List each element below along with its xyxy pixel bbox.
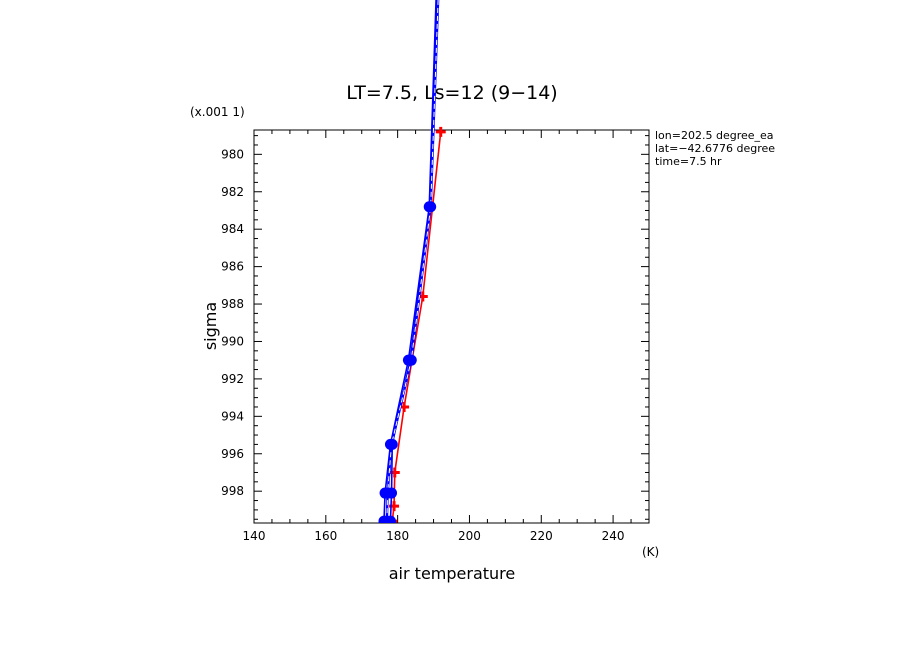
- y-axis-ticks: 980 982 984 986 988 990 992 994 996 998: [221, 135, 649, 520]
- plot-frame: [253, 129, 650, 524]
- data-point: [386, 438, 398, 450]
- y-scale-note: (x.001 1): [190, 105, 245, 119]
- x-tick-label: 200: [458, 529, 481, 543]
- series-line: [386, 0, 439, 522]
- x-tick-label: 240: [602, 529, 625, 543]
- x-tick-label: 160: [314, 529, 337, 543]
- data-point: [425, 201, 437, 213]
- y-tick-label: 982: [221, 185, 244, 199]
- x-tick-label: 220: [530, 529, 553, 543]
- annotation-lat: lat=−42.6776 degree: [655, 142, 775, 155]
- data-point: [382, 487, 394, 499]
- x-axis-label: air temperature: [389, 564, 515, 583]
- series-3: [381, 0, 440, 523]
- x-axis-ticks: 140 160 180 200 220 240: [243, 130, 650, 543]
- y-tick-label: 996: [221, 447, 244, 461]
- y-tick-label: 998: [221, 484, 244, 498]
- annotation-block: lon=202.5 degree_ea lat=−42.6776 degree …: [655, 129, 775, 168]
- y-tick-label: 984: [221, 222, 244, 236]
- series-layer: [378, 0, 446, 523]
- series-line: [389, 0, 438, 522]
- y-tick-label: 994: [221, 409, 244, 423]
- x-tick-label: 180: [386, 529, 409, 543]
- y-tick-label: 986: [221, 260, 244, 274]
- y-tick-label: 992: [221, 372, 244, 386]
- annotation-lon: lon=202.5 degree_ea: [655, 129, 774, 142]
- y-tick-label: 990: [221, 334, 244, 348]
- x-tick-label: 140: [243, 529, 266, 543]
- data-point: [435, 126, 446, 137]
- data-point: [405, 354, 417, 366]
- chart-title: LT=7.5, Ls=12 (9−14): [346, 82, 557, 104]
- x-unit-label: (K): [642, 545, 659, 559]
- data-point: [381, 515, 393, 523]
- y-tick-label: 980: [221, 147, 244, 161]
- annotation-time: time=7.5 hr: [655, 155, 722, 168]
- y-axis-label: sigma: [201, 302, 220, 350]
- y-tick-label: 988: [221, 297, 244, 311]
